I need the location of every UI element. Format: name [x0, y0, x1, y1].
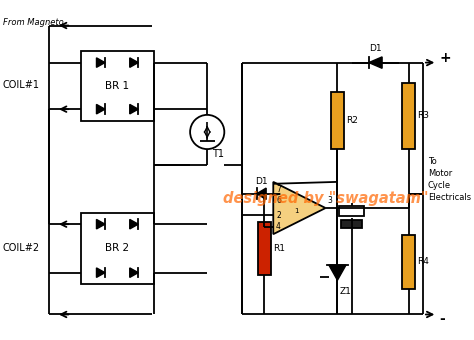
Text: R4: R4	[417, 257, 429, 266]
Polygon shape	[97, 104, 105, 114]
Polygon shape	[256, 188, 266, 200]
Text: D1: D1	[255, 177, 268, 186]
Text: R1: R1	[273, 244, 285, 253]
Polygon shape	[369, 57, 382, 68]
FancyBboxPatch shape	[402, 235, 415, 289]
Text: designed by "swagatam": designed by "swagatam"	[223, 191, 429, 206]
Polygon shape	[130, 58, 138, 67]
Text: To
Motor
Cycle
Electricals: To Motor Cycle Electricals	[428, 157, 471, 202]
Polygon shape	[97, 219, 105, 229]
Polygon shape	[329, 265, 346, 280]
Text: R2: R2	[346, 116, 358, 125]
Polygon shape	[273, 182, 326, 234]
Text: 4: 4	[276, 222, 281, 231]
Text: COIL#1: COIL#1	[3, 80, 40, 90]
FancyBboxPatch shape	[81, 51, 154, 121]
Text: BR 2: BR 2	[105, 243, 129, 253]
Text: 1: 1	[294, 208, 299, 214]
Text: T1: T1	[212, 149, 224, 159]
Text: BR 1: BR 1	[105, 81, 129, 91]
Polygon shape	[97, 58, 105, 67]
FancyBboxPatch shape	[81, 213, 154, 284]
FancyBboxPatch shape	[339, 206, 364, 216]
Text: +: +	[439, 51, 451, 65]
Text: From Magneto: From Magneto	[3, 18, 64, 27]
Text: R3: R3	[417, 111, 429, 120]
Text: 7: 7	[276, 185, 281, 194]
Polygon shape	[130, 104, 138, 114]
Text: 3: 3	[328, 196, 332, 205]
Text: 6: 6	[276, 197, 281, 205]
Polygon shape	[97, 268, 105, 277]
Text: COIL#2: COIL#2	[3, 243, 40, 253]
Text: -: -	[439, 312, 445, 326]
Text: 2: 2	[276, 211, 281, 220]
FancyBboxPatch shape	[402, 83, 415, 149]
FancyBboxPatch shape	[341, 220, 362, 228]
FancyBboxPatch shape	[257, 222, 271, 275]
Text: Z1: Z1	[339, 287, 351, 295]
Text: D1: D1	[369, 44, 382, 53]
Polygon shape	[130, 219, 138, 229]
Polygon shape	[130, 268, 138, 277]
FancyBboxPatch shape	[331, 92, 344, 149]
